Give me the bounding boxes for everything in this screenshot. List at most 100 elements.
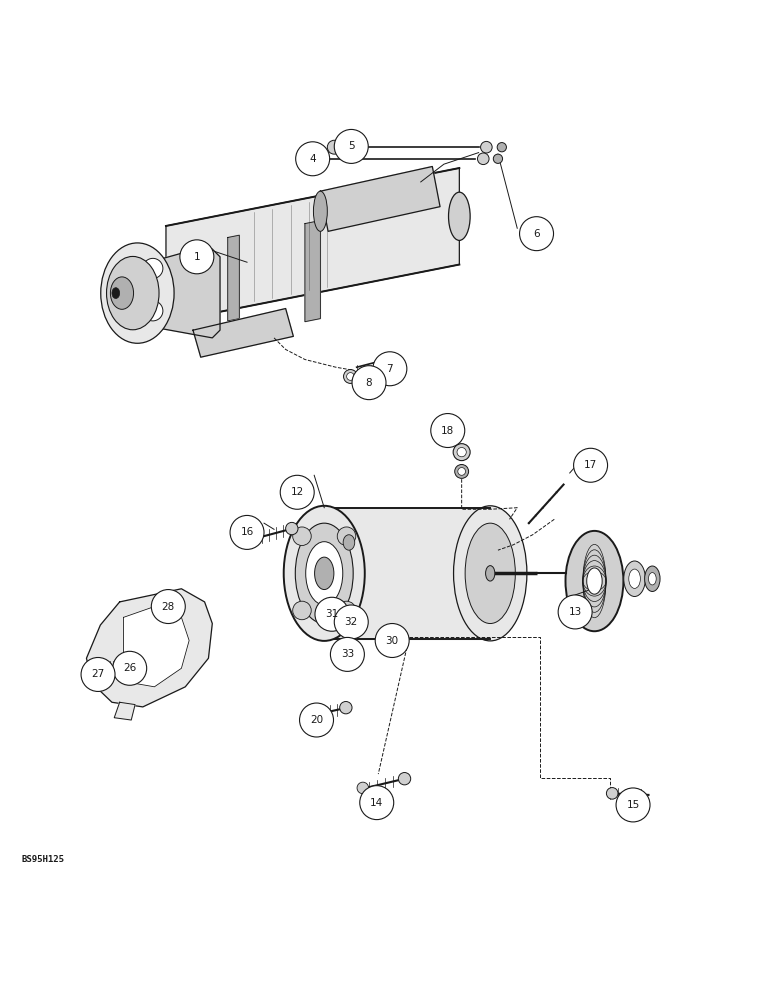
Circle shape [143,301,163,321]
Ellipse shape [313,191,327,231]
Polygon shape [320,166,440,231]
Ellipse shape [114,661,124,671]
Text: 13: 13 [568,607,582,617]
Circle shape [337,527,356,545]
Ellipse shape [286,522,298,535]
Circle shape [352,366,386,400]
Circle shape [375,624,409,657]
Ellipse shape [347,373,354,380]
Ellipse shape [458,468,466,475]
Ellipse shape [398,773,411,785]
Polygon shape [86,589,212,707]
Circle shape [143,258,163,278]
Circle shape [616,788,650,822]
Ellipse shape [344,370,357,383]
Circle shape [337,601,356,620]
Circle shape [330,637,364,671]
Text: 27: 27 [91,669,105,679]
Text: 26: 26 [123,663,137,673]
Text: 15: 15 [626,800,640,810]
Ellipse shape [457,448,466,457]
Ellipse shape [107,256,159,330]
Circle shape [293,527,311,545]
Circle shape [373,352,407,386]
Circle shape [360,786,394,820]
Text: 33: 33 [340,649,354,659]
Ellipse shape [449,192,470,240]
Ellipse shape [493,154,503,163]
Ellipse shape [295,523,353,624]
Circle shape [315,597,349,631]
Ellipse shape [100,243,174,343]
Circle shape [334,605,368,639]
Text: 32: 32 [344,617,358,627]
Ellipse shape [334,603,340,610]
Text: 14: 14 [370,798,384,808]
Circle shape [81,657,115,691]
Ellipse shape [330,600,344,613]
Ellipse shape [453,444,470,461]
Ellipse shape [386,630,393,637]
Ellipse shape [343,535,355,550]
Text: 18: 18 [441,426,455,436]
Polygon shape [193,309,293,357]
Circle shape [334,129,368,163]
Circle shape [293,601,311,620]
Ellipse shape [453,506,527,641]
Polygon shape [166,168,459,322]
Text: BS95H125: BS95H125 [22,855,65,864]
Circle shape [574,448,608,482]
Ellipse shape [306,542,343,605]
Ellipse shape [315,557,334,590]
Ellipse shape [349,610,355,617]
Text: 31: 31 [325,609,339,619]
Ellipse shape [383,627,397,641]
Text: 16: 16 [240,527,254,537]
Ellipse shape [477,153,489,165]
Ellipse shape [342,641,353,652]
Ellipse shape [587,568,602,594]
Circle shape [431,414,465,448]
Ellipse shape [110,277,134,309]
Ellipse shape [497,143,506,152]
Circle shape [280,475,314,509]
Polygon shape [124,607,189,687]
Ellipse shape [345,607,359,620]
Ellipse shape [624,561,645,596]
Circle shape [230,515,264,549]
Ellipse shape [628,569,640,588]
Circle shape [151,590,185,624]
Ellipse shape [327,140,341,154]
Text: 5: 5 [348,141,354,151]
Circle shape [520,217,554,251]
Circle shape [180,240,214,274]
Ellipse shape [455,464,469,478]
Ellipse shape [645,566,660,591]
Text: 4: 4 [310,154,316,164]
Text: 6: 6 [533,229,540,239]
Ellipse shape [486,566,495,581]
Text: 8: 8 [366,378,372,388]
Text: 1: 1 [194,252,200,262]
Text: 30: 30 [385,636,399,646]
Ellipse shape [112,288,120,299]
Polygon shape [228,235,239,321]
Ellipse shape [465,523,516,624]
Polygon shape [114,702,135,720]
Ellipse shape [340,701,352,714]
Ellipse shape [284,506,364,641]
Circle shape [113,651,147,685]
Circle shape [300,703,334,737]
Ellipse shape [357,782,368,794]
Ellipse shape [565,531,624,631]
Ellipse shape [134,657,143,666]
Text: 20: 20 [310,715,323,725]
Polygon shape [127,247,220,338]
Text: 7: 7 [387,364,393,374]
Circle shape [296,142,330,176]
Text: 28: 28 [161,602,175,612]
Polygon shape [324,508,490,639]
Ellipse shape [480,141,493,153]
Text: 17: 17 [584,460,598,470]
Polygon shape [305,221,320,322]
